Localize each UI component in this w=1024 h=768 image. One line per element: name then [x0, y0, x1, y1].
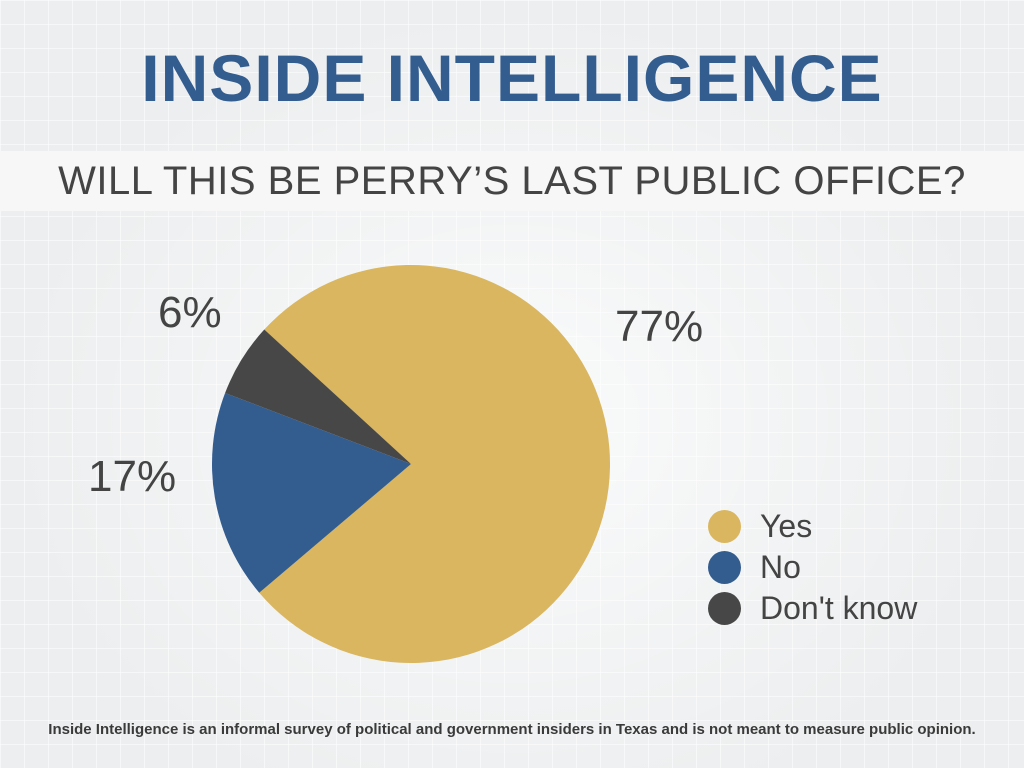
footnote: Inside Intelligence is an informal surve…	[48, 721, 976, 738]
page-title: INSIDE INTELLIGENCE	[141, 41, 883, 115]
chart-question: WILL THIS BE PERRY’S LAST PUBLIC OFFICE?	[58, 159, 966, 203]
legend-label-dont-know: Don't know	[760, 590, 918, 626]
data-label-dont-know: 6%	[158, 288, 222, 337]
data-label-no: 17%	[88, 452, 177, 501]
legend-item-no: No	[708, 547, 917, 588]
legend-swatch-dont-know	[708, 592, 741, 625]
legend-item-yes: Yes	[708, 506, 917, 547]
pie-slice-no	[211, 393, 411, 593]
legend-swatch-yes	[708, 510, 741, 543]
legend-label-no: No	[760, 549, 801, 585]
legend-item-dont-know: Don't know	[708, 588, 917, 629]
legend: Yes No Don't know	[708, 506, 917, 629]
legend-label-yes: Yes	[760, 508, 813, 544]
pie-slice-dont-know	[225, 329, 411, 464]
legend-swatch-no	[708, 551, 741, 584]
pie-slice-yes	[259, 264, 611, 663]
question-band	[0, 151, 1024, 211]
data-label-yes: 77%	[615, 302, 704, 351]
